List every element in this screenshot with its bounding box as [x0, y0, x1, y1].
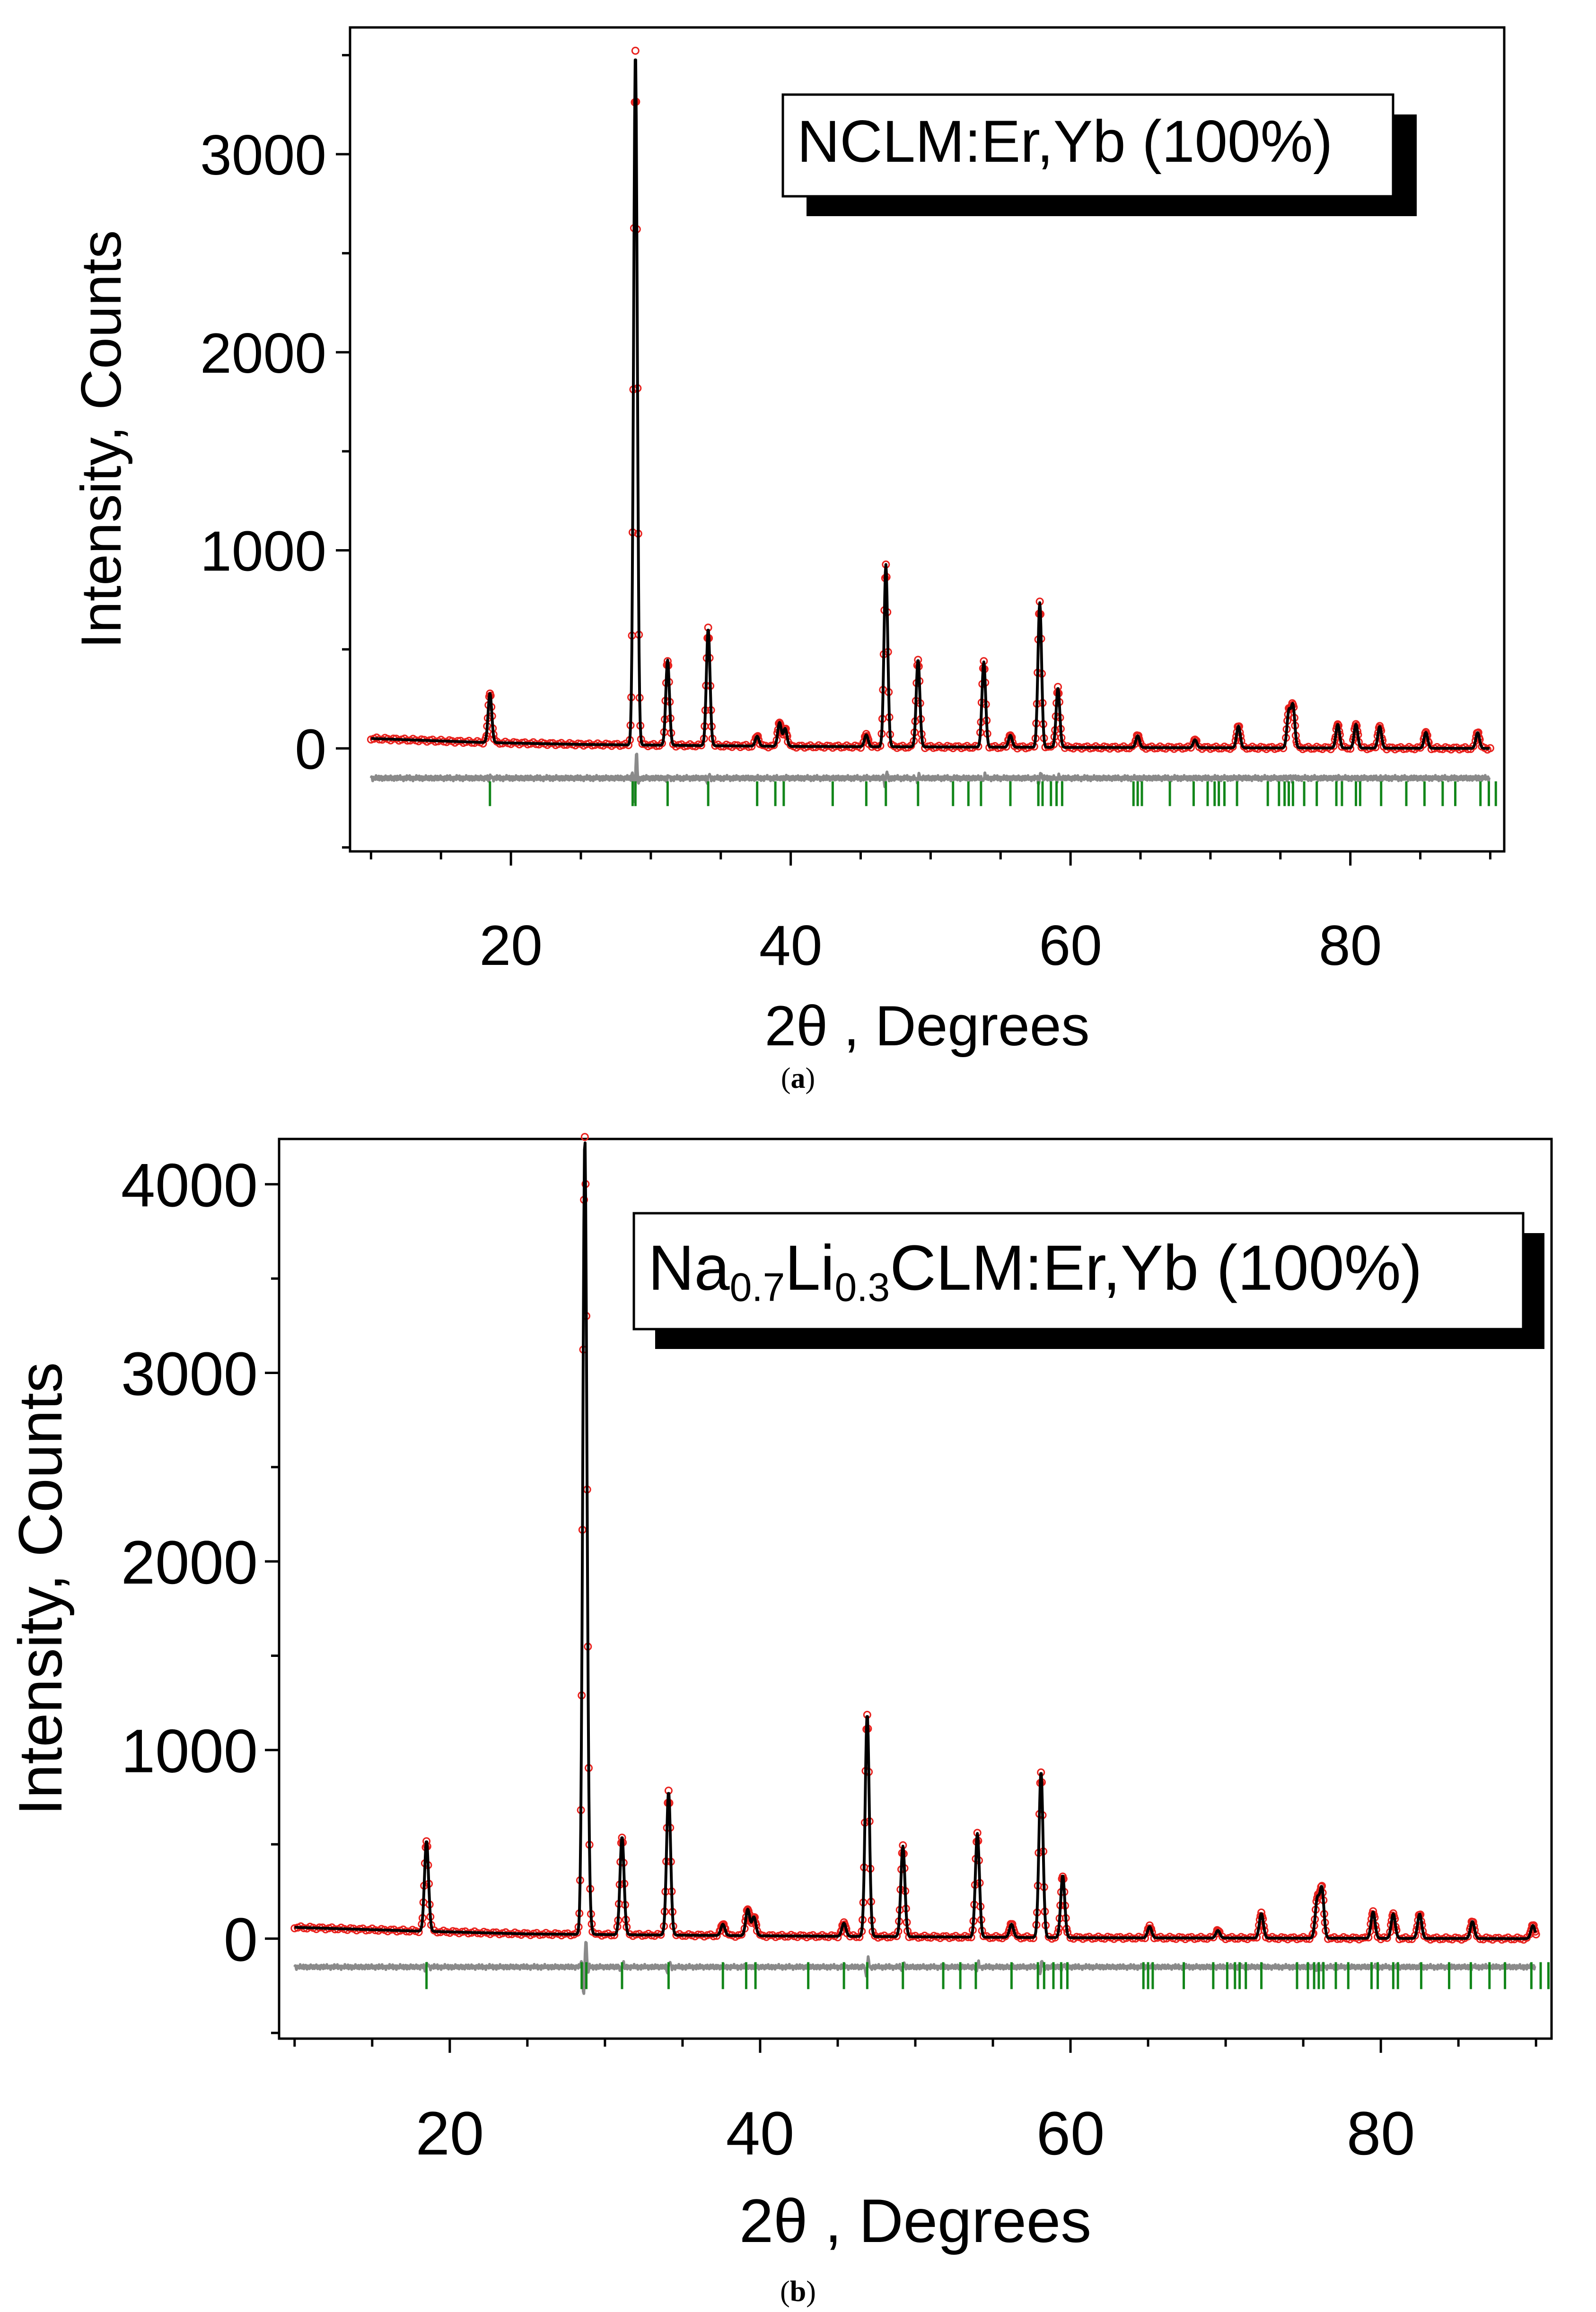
legend-label: Na0.7Li0.3CLM:Er,Yb (100%): [648, 1232, 1422, 1310]
observed-point: [580, 1133, 589, 1141]
x-tick-label: 40: [726, 2099, 795, 2168]
y-tick-label: 2000: [200, 322, 326, 385]
observed-point: [1464, 1932, 1472, 1941]
x-tick-label: 80: [1319, 914, 1382, 977]
x-axis-title: 2θ , Degrees: [764, 994, 1089, 1058]
legend-label: NCLM:Er,Yb (100%): [797, 109, 1333, 175]
observed-point: [631, 46, 640, 55]
chart-panel-a: 20 40 60 80 0 1000 2000 3000 2θ , Degrees Intensi…: [70, 26, 1506, 1095]
y-tick-label: 0: [224, 1905, 258, 1974]
calculated-profile-line: [294, 1141, 1537, 1940]
difference-line: [369, 753, 1491, 804]
x-tick-label: 80: [1347, 2099, 1415, 2168]
x-tick-label: 40: [759, 914, 822, 977]
plot-frame: [349, 26, 1506, 853]
x-tick-label: 60: [1039, 914, 1102, 977]
x-tick-label: 60: [1036, 2099, 1105, 2168]
x-axis-title: 2θ , Degrees: [739, 2186, 1091, 2255]
panel-caption: (b): [780, 2276, 816, 2308]
y-tick-label: 0: [295, 718, 326, 781]
x-tick-label: 20: [479, 914, 542, 977]
panel-caption: (a): [781, 1062, 815, 1095]
y-tick-label: 3000: [200, 123, 326, 187]
y-tick-label: 2000: [121, 1528, 258, 1597]
y-tick-label: 1000: [200, 520, 326, 583]
legend-box: [632, 1212, 1525, 1331]
chart-panel-b: 20 40 60 80 0 1000 2000 3000 4000 2θ , Degrees Int…: [6, 1133, 1553, 2308]
x-tick-label: 20: [416, 2099, 484, 2168]
difference-line: [293, 1941, 1536, 1995]
y-tick-label: 3000: [121, 1339, 258, 1408]
calculated-profile-line: [370, 58, 1491, 750]
y-tick-label: 1000: [121, 1716, 258, 1786]
y-axis-title: Intensity, Counts: [6, 1362, 75, 1816]
y-tick-label: 4000: [121, 1150, 258, 1219]
legend-box: [781, 93, 1394, 198]
y-axis-title: Intensity, Counts: [70, 230, 133, 649]
